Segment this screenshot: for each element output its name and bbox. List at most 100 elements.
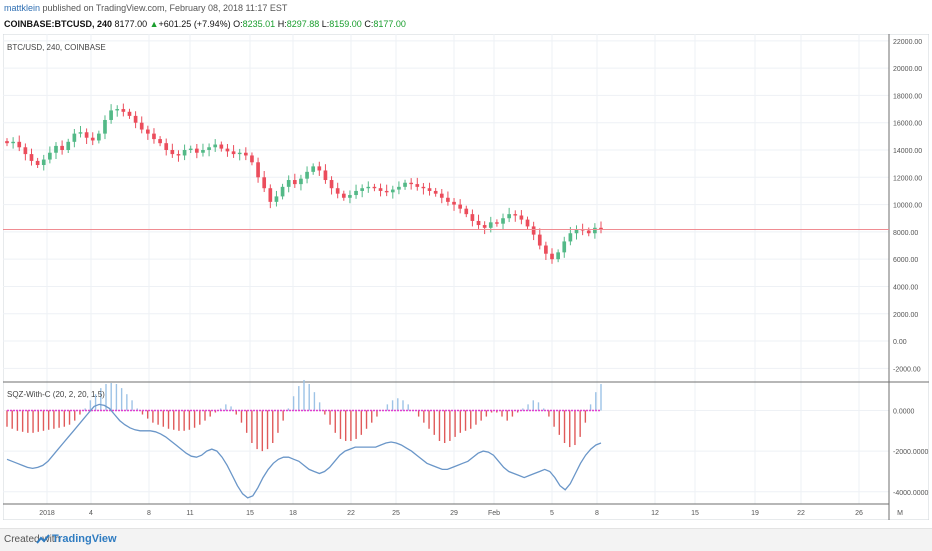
time-tick-label: 15 xyxy=(246,510,254,517)
symbol-line: COINBASE:BTCUSD, 240 8177.00 ▲+601.25 (+… xyxy=(4,19,406,29)
candle-body xyxy=(72,133,77,142)
candle-body xyxy=(286,180,291,187)
candle-body xyxy=(427,188,432,191)
candle-body xyxy=(219,144,224,149)
candle-body xyxy=(323,170,328,181)
candle-body xyxy=(133,115,138,123)
candle-body xyxy=(341,193,346,198)
symbol-label: COINBASE:BTCUSD, 240 xyxy=(4,19,113,29)
time-tick-label: 29 xyxy=(450,510,458,517)
candle-body xyxy=(29,154,34,161)
time-tick-label: 15 xyxy=(691,510,699,517)
candle-body xyxy=(384,190,389,193)
candle-body xyxy=(458,204,462,209)
chart-area[interactable]: 22000.00 20000.00 18000.00 16000.00 14000.00… xyxy=(3,34,929,520)
up-arrow-icon: ▲ xyxy=(149,19,159,29)
time-axis[interactable]: 2018 4 8 11 15 18 22 25 29 Feb 5 8 12 15 19 22 26 M xyxy=(39,510,903,517)
price-tick-label: 22000.00 xyxy=(893,39,922,46)
high-label: H: xyxy=(277,19,287,29)
candle-body xyxy=(507,214,511,219)
close-label: C: xyxy=(364,19,374,29)
candle-body xyxy=(495,222,499,224)
time-tick-label: 8 xyxy=(595,510,599,517)
tradingview-brand[interactable]: TradingView xyxy=(52,533,117,545)
time-tick-label: 22 xyxy=(347,510,355,517)
candle-body xyxy=(390,189,395,193)
open-label: O: xyxy=(233,19,243,29)
time-tick-label: 5 xyxy=(550,510,554,517)
candle-body xyxy=(207,147,211,150)
time-tick-label: 22 xyxy=(797,510,805,517)
candle-body xyxy=(525,219,530,227)
candle-body xyxy=(66,141,71,150)
candle-body xyxy=(329,180,334,189)
price-tick-label: 2000.00 xyxy=(893,312,918,319)
candle-body xyxy=(452,201,456,205)
time-tick-label: 19 xyxy=(751,510,759,517)
candle-body xyxy=(354,190,358,196)
low-label: L: xyxy=(321,19,330,29)
indicator-title: SQZ-With-C (20, 2, 20, 1.5) xyxy=(7,390,105,399)
candle-body xyxy=(568,233,573,242)
candle-body xyxy=(397,186,401,190)
candle-body xyxy=(11,141,15,144)
candle-body xyxy=(378,188,383,191)
candle-body xyxy=(201,150,205,153)
candle-body xyxy=(348,195,352,198)
candle-body xyxy=(574,229,579,234)
candle-body xyxy=(280,186,285,197)
candle-body xyxy=(531,226,536,235)
footer: Created with TradingView xyxy=(0,528,932,551)
candle-body xyxy=(237,152,242,155)
oscillator-line xyxy=(6,403,602,499)
candle-body xyxy=(78,132,83,134)
candle-body xyxy=(188,148,193,150)
price-tick-label: 0.00 xyxy=(893,339,907,346)
candle-body xyxy=(243,152,248,156)
candle-body xyxy=(23,147,28,155)
candle-body xyxy=(268,188,273,202)
author-link[interactable]: mattklein xyxy=(4,3,41,13)
candle-body xyxy=(513,214,518,216)
candle-body xyxy=(415,184,420,187)
candle-body xyxy=(421,186,426,189)
time-tick-label: 25 xyxy=(392,510,400,517)
price-change: +601.25 (+7.94%) xyxy=(158,19,231,29)
price-axis[interactable]: 22000.00 20000.00 18000.00 16000.00 14000.00… xyxy=(893,39,929,497)
candle-body xyxy=(146,129,150,134)
high-value: 8297.88 xyxy=(286,19,320,29)
price-tick-label: 6000.00 xyxy=(893,257,918,264)
squeeze-histogram xyxy=(6,379,602,452)
candle-body xyxy=(250,155,254,163)
candle-body xyxy=(256,162,260,178)
candle-body xyxy=(127,111,132,116)
open-value: 8235.01 xyxy=(242,19,276,29)
candle-body xyxy=(274,196,279,202)
candle-body xyxy=(103,119,107,134)
candle-body xyxy=(470,214,475,221)
candle-body xyxy=(231,151,236,155)
time-tick-label: 18 xyxy=(289,510,297,517)
price-tick-label: -2000.00 xyxy=(893,366,921,373)
candle-body xyxy=(562,241,567,253)
time-tick-label: 4 xyxy=(89,510,93,517)
candle-body xyxy=(152,133,156,140)
candle-body xyxy=(439,193,444,198)
candle-body xyxy=(544,245,548,254)
chart-frame xyxy=(3,34,929,520)
candle-body xyxy=(372,186,377,189)
candle-body xyxy=(550,253,554,260)
price-tick-label: 18000.00 xyxy=(893,93,922,100)
time-tick-label: 2018 xyxy=(39,510,55,517)
indicator-tick-label: -2000.0000 xyxy=(893,449,929,456)
candle-body xyxy=(84,132,89,138)
candle-body xyxy=(433,190,438,194)
price-tick-label: 20000.00 xyxy=(893,66,922,73)
candle-body xyxy=(317,166,322,171)
candle-body xyxy=(170,150,175,155)
candle-body xyxy=(403,182,407,187)
candle-body xyxy=(115,109,120,111)
publish-info: published on TradingView.com, February 0… xyxy=(42,3,288,13)
last-price: 8177.00 xyxy=(114,19,148,29)
candle-body xyxy=(360,188,365,191)
